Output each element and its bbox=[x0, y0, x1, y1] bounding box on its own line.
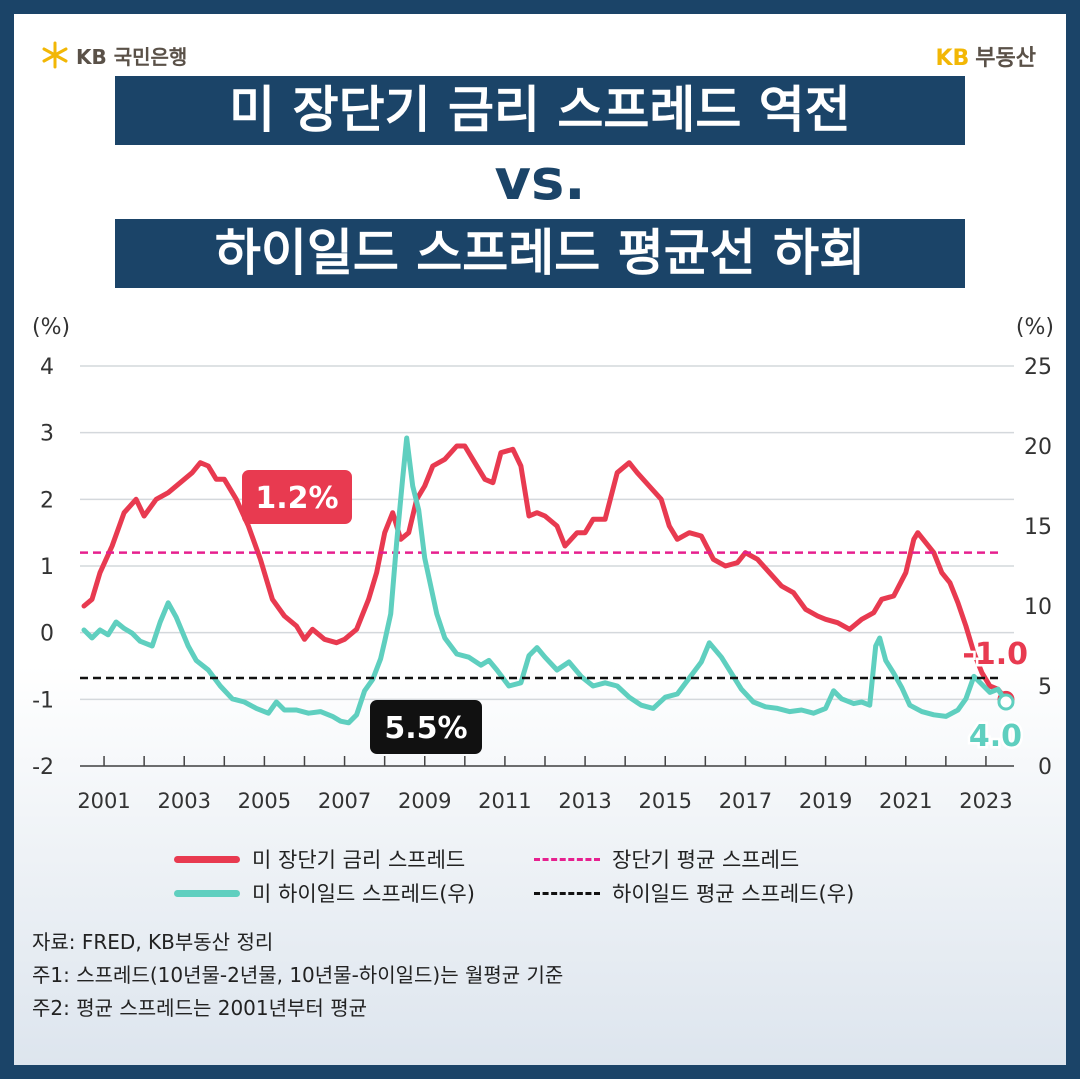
annotation-latest-high-yield: 4.0 bbox=[969, 719, 1022, 754]
kb-star-icon bbox=[42, 41, 68, 69]
left-axis-unit: (%) bbox=[32, 315, 70, 340]
infographic-card: KB 국민은행 KB 부동산 미 장단기 금리 스프레드 역전 vs. 하이일드 … bbox=[14, 14, 1066, 1065]
x-tick-label: 2001 bbox=[77, 789, 130, 813]
legend-swatch-teal bbox=[174, 889, 240, 897]
x-tick-label: 2003 bbox=[157, 789, 210, 813]
right-tick-label: 20 bbox=[1024, 435, 1052, 460]
kb-kookmin-logo: KB 국민은행 bbox=[40, 40, 187, 70]
title-line-3: 하이일드 스프레드 평균선 하회 bbox=[115, 219, 965, 288]
x-tick-label: 2015 bbox=[639, 789, 692, 813]
x-tick-label: 2009 bbox=[398, 789, 451, 813]
note-source: 자료: FRED, KB부동산 정리 bbox=[32, 930, 274, 954]
annotation-box-red bbox=[242, 470, 352, 524]
legend-label: 미 하이일드 스프레드(우) bbox=[252, 882, 475, 906]
legend-swatch-red bbox=[174, 855, 240, 863]
left-tick-label: 3 bbox=[40, 422, 54, 447]
x-tick-label: 2011 bbox=[478, 789, 531, 813]
annotation-box-black bbox=[370, 700, 482, 754]
right-logo-text: 부동산 bbox=[975, 46, 1036, 71]
left-tick-label: -2 bbox=[32, 755, 54, 780]
x-tick-label: 2013 bbox=[558, 789, 611, 813]
legend-label: 하이일드 평균 스프레드(우) bbox=[612, 882, 855, 906]
right-tick-label: 10 bbox=[1024, 595, 1052, 620]
x-tick-label: 2021 bbox=[879, 789, 932, 813]
left-tick-label: 2 bbox=[40, 488, 54, 513]
legend-row: 미 하이일드 스프레드(우) 하이일드 평균 스프레드(우) bbox=[174, 876, 894, 910]
left-tick-label: 0 bbox=[40, 622, 54, 647]
x-tick-label: 2019 bbox=[799, 789, 852, 813]
legend-item-high-yield: 미 하이일드 스프레드(우) bbox=[174, 878, 534, 908]
x-tick-label: 2005 bbox=[238, 789, 291, 813]
right-tick-label: 15 bbox=[1024, 515, 1052, 540]
legend-item-yield-curve: 미 장단기 금리 스프레드 bbox=[174, 844, 534, 874]
right-axis-unit: (%) bbox=[1016, 315, 1054, 340]
legend-swatch-black-dash bbox=[534, 891, 600, 895]
legend-label: 장단기 평균 스프레드 bbox=[612, 848, 800, 872]
note-2: 주2: 평균 스프레드는 2001년부터 평균 bbox=[32, 996, 367, 1020]
legend-item-yield-curve-avg: 장단기 평균 스프레드 bbox=[534, 844, 894, 874]
legend-row: 미 장단기 금리 스프레드 장단기 평균 스프레드 bbox=[174, 842, 894, 876]
right-tick-label: 25 bbox=[1024, 355, 1052, 380]
title-line-1: 미 장단기 금리 스프레드 역전 bbox=[115, 76, 965, 145]
series-line-2 bbox=[81, 435, 1009, 726]
note-1: 주1: 스프레드(10년물-2년물, 10년물-하이일드)는 월평균 기준 bbox=[32, 963, 564, 987]
right-tick-label: 5 bbox=[1038, 675, 1052, 700]
annotation-latest-yield-curve: -1.0 bbox=[962, 637, 1028, 672]
legend-item-high-yield-avg: 하이일드 평균 스프레드(우) bbox=[534, 878, 894, 908]
series-line-0 bbox=[81, 443, 1009, 702]
annotation-yield-curve-avg: 1.2% bbox=[255, 481, 338, 516]
annotation-high-yield-avg: 5.5% bbox=[384, 711, 467, 746]
right-tick-label: 0 bbox=[1038, 755, 1052, 780]
chart-legend: 미 장단기 금리 스프레드 장단기 평균 스프레드 미 하이일드 스프레드(우)… bbox=[174, 842, 894, 910]
x-tick-label: 2007 bbox=[318, 789, 371, 813]
left-tick-label: 4 bbox=[40, 355, 54, 380]
left-logo-text: KB 국민은행 bbox=[76, 44, 188, 69]
title-vs: vs. bbox=[494, 148, 586, 213]
left-tick-label: -1 bbox=[32, 688, 54, 713]
x-tick-label: 2017 bbox=[719, 789, 772, 813]
kb-realestate-logo: KB 부동산 bbox=[935, 40, 1036, 72]
x-tick-label: 2023 bbox=[959, 789, 1012, 813]
source-notes: 자료: FRED, KB부동산 정리 주1: 스프레드(10년물-2년물, 10… bbox=[32, 926, 563, 1025]
legend-swatch-pink-dash bbox=[534, 857, 600, 861]
right-logo-kb: KB bbox=[935, 46, 970, 71]
legend-label: 미 장단기 금리 스프레드 bbox=[252, 848, 466, 872]
left-tick-label: 1 bbox=[40, 555, 54, 580]
series-endpoint-2 bbox=[997, 693, 1015, 711]
